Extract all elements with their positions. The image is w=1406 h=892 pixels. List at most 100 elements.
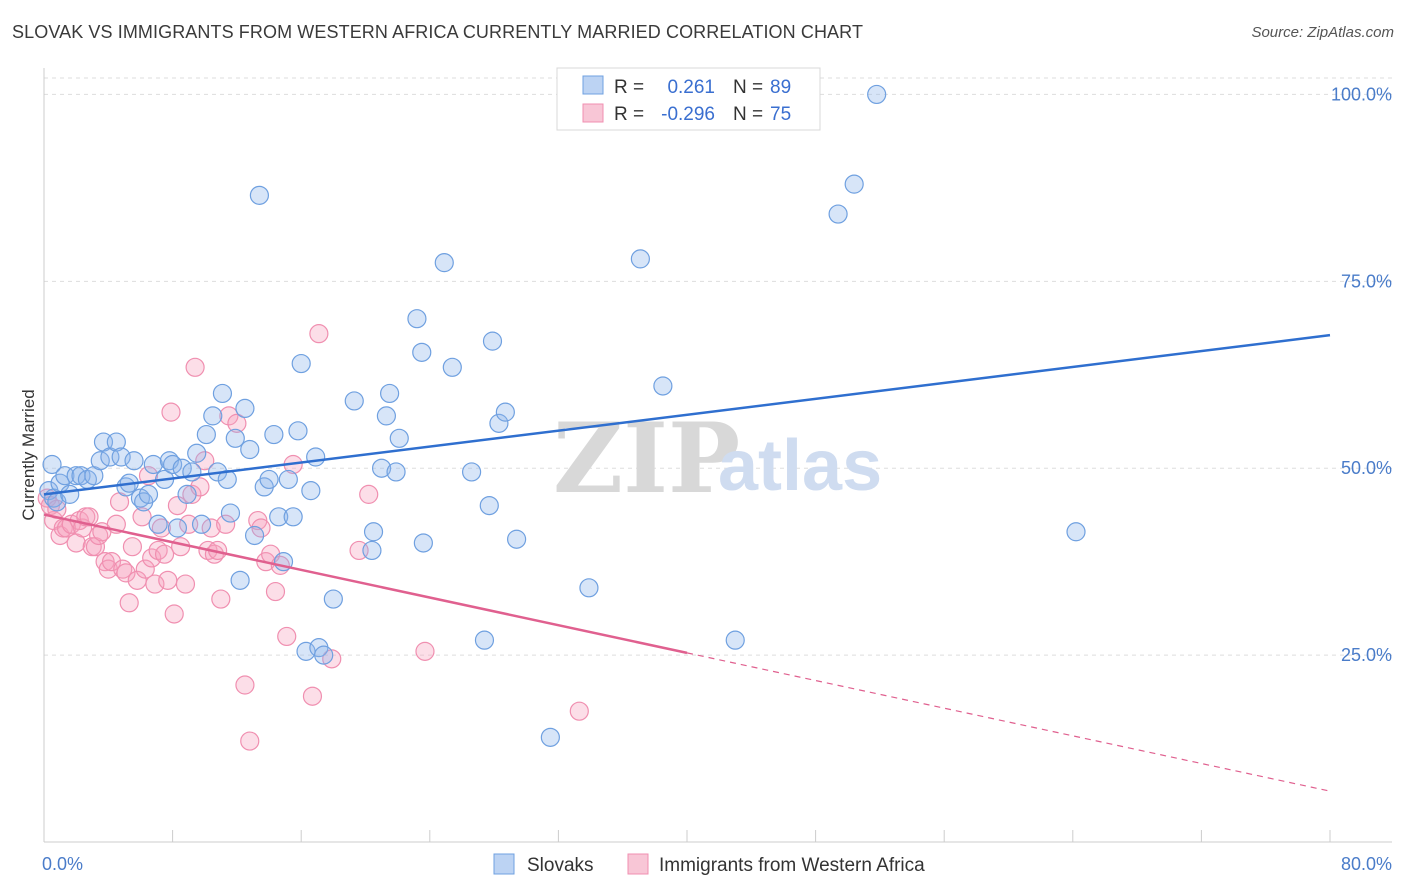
immigrants-point-65 xyxy=(309,324,329,344)
legend-r-label-2: R = xyxy=(614,104,644,125)
slovaks-point-22 xyxy=(143,454,163,475)
watermark-atlas: atlas xyxy=(718,426,882,506)
y-axis-label: Currently Married xyxy=(19,389,38,520)
slovaks-point-77 xyxy=(489,413,509,433)
watermark: ZIP atlas xyxy=(553,402,882,515)
grid-lines xyxy=(44,77,1392,656)
immigrants-trend-line xyxy=(43,513,688,655)
slovaks-point-73 xyxy=(461,462,482,482)
immigrants-point-34 xyxy=(154,544,175,564)
slovaks-point-69 xyxy=(412,342,432,362)
immigrants-point-27 xyxy=(132,507,152,527)
immigrants-point-50 xyxy=(211,589,231,609)
slovaks-point-21 xyxy=(138,484,159,504)
slovaks-point-56 xyxy=(306,447,326,467)
immigrants-point-40 xyxy=(175,574,196,594)
slovaks-point-33 xyxy=(196,424,216,445)
slovaks-point-53 xyxy=(291,353,311,374)
bottom-legend-swatch-immigrants xyxy=(627,853,649,875)
immigrants-point-70 xyxy=(569,701,589,721)
x-tick-label-1: 80.0% xyxy=(1341,854,1392,874)
slovaks-point-11 xyxy=(90,451,110,471)
slovaks-point-59 xyxy=(323,589,343,609)
immigrants-point-57 xyxy=(251,518,271,538)
slovaks-point-80 xyxy=(540,727,560,747)
immigrants-point-45 xyxy=(195,451,215,471)
immigrants-point-22 xyxy=(113,559,133,579)
bottom-legend: Slovaks Immigrants from Western Africa xyxy=(493,853,925,876)
slovaks-point-18 xyxy=(124,451,144,471)
trend-lines xyxy=(43,333,1331,792)
chart-title: SLOVAK VS IMMIGRANTS FROM WESTERN AFRICA… xyxy=(12,22,864,42)
slovaks-point-55 xyxy=(301,481,321,501)
y-tick-label-3: 100.0% xyxy=(1331,84,1392,104)
slovaks-point-26 xyxy=(163,454,183,475)
series-immigrants-points xyxy=(37,324,589,751)
slovaks-point-68 xyxy=(407,309,427,329)
slovaks-point-78 xyxy=(495,402,515,422)
x-tick-label-0: 0.0% xyxy=(42,854,83,874)
slovaks-point-30 xyxy=(182,462,202,482)
slovaks-point-84 xyxy=(725,630,745,650)
slovaks-point-36 xyxy=(212,383,233,404)
slovaks-point-15 xyxy=(111,447,131,467)
slovaks-point-42 xyxy=(240,439,260,460)
immigrants-point-47 xyxy=(201,518,221,538)
slovaks-point-74 xyxy=(474,630,495,650)
slovaks-point-60 xyxy=(344,391,364,411)
immigrants-point-12 xyxy=(79,507,99,527)
immigrants-point-28 xyxy=(135,559,155,579)
legend-swatch-slovaks xyxy=(582,75,604,95)
slovaks-point-83 xyxy=(653,376,673,396)
immigrants-point-54 xyxy=(235,675,255,695)
slovaks-point-14 xyxy=(106,432,126,452)
slovaks-point-58 xyxy=(314,645,334,665)
slovaks-point-48 xyxy=(269,507,289,527)
immigrants-point-64 xyxy=(302,686,323,706)
slovaks-point-40 xyxy=(230,570,250,590)
slovaks-point-70 xyxy=(413,533,433,553)
slovaks-point-37 xyxy=(217,469,237,490)
immigrants-point-35 xyxy=(158,570,178,590)
legend-n-value-2: 75 xyxy=(770,104,791,125)
y-tick-label-0: 25.0% xyxy=(1341,645,1392,665)
slovaks-point-50 xyxy=(278,469,298,490)
slovaks-point-52 xyxy=(288,421,308,441)
immigrants-point-30 xyxy=(142,548,162,568)
immigrants-point-31 xyxy=(145,574,165,594)
immigrants-point-55 xyxy=(240,731,260,751)
slovaks-point-86 xyxy=(844,174,864,194)
slovaks-point-67 xyxy=(389,428,409,448)
slovaks-point-46 xyxy=(259,469,279,490)
slovaks-point-32 xyxy=(191,514,212,534)
slovaks-point-6 xyxy=(60,484,80,504)
slovaks-point-31 xyxy=(187,443,207,463)
slovaks-point-64 xyxy=(376,406,396,426)
immigrants-point-36 xyxy=(161,402,181,422)
immigrants-point-42 xyxy=(182,484,202,504)
legend: R = 0.261 N = 89 R = -0.296 N = 75 xyxy=(556,67,821,131)
slovaks-point-43 xyxy=(244,525,265,546)
y-tick-label-1: 50.0% xyxy=(1341,458,1392,478)
immigrants-point-24 xyxy=(119,593,139,613)
slovaks-point-66 xyxy=(386,462,406,482)
slovaks-point-5 xyxy=(55,466,75,486)
immigrants-point-52 xyxy=(219,406,239,426)
series-slovaks-points xyxy=(39,84,1086,747)
slovaks-point-63 xyxy=(371,458,392,478)
slovaks-point-23 xyxy=(148,514,168,534)
slovaks-point-65 xyxy=(380,383,400,404)
slovaks-point-44 xyxy=(249,185,270,205)
immigrants-point-53 xyxy=(227,413,247,433)
slovaks-point-61 xyxy=(362,540,382,561)
slovaks-point-51 xyxy=(283,507,303,527)
legend-r-value-1: 0.261 xyxy=(667,77,715,98)
legend-r-value-2: -0.296 xyxy=(661,104,715,125)
legend-n-value-1: 89 xyxy=(770,77,791,98)
slovaks-point-29 xyxy=(177,484,197,504)
slovaks-point-34 xyxy=(203,406,223,426)
tick-labels: 25.0% 50.0% 75.0% 100.0% 0.0% 80.0% xyxy=(42,84,1392,874)
legend-n-label-2: N = xyxy=(733,104,763,125)
slovaks-point-87 xyxy=(867,84,887,105)
slovaks-point-1 xyxy=(42,454,62,475)
